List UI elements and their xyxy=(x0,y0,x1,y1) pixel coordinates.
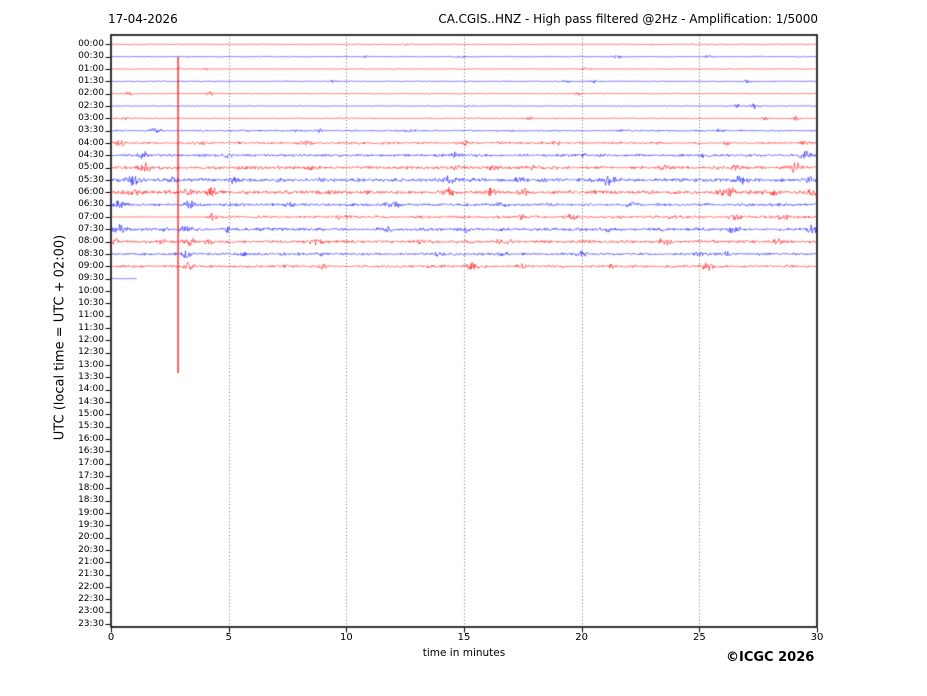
y-tick-label: 09:30 xyxy=(78,273,104,284)
y-tick-label: 05:30 xyxy=(78,174,104,185)
y-tick-label: 17:30 xyxy=(78,470,104,481)
y-tick-label: 02:00 xyxy=(78,88,104,99)
x-axis-label: time in minutes xyxy=(422,647,506,659)
x-tick-label: 10 xyxy=(339,632,353,643)
y-tick-label: 10:00 xyxy=(78,285,104,296)
y-tick-label: 22:00 xyxy=(78,581,104,592)
y-tick-label: 00:00 xyxy=(78,38,104,49)
y-tick-label: 08:00 xyxy=(78,236,104,247)
copyright: ©ICGC 2026 xyxy=(726,650,815,665)
x-tick-label: 15 xyxy=(457,632,471,643)
date-title: 17-04-2026 xyxy=(108,12,178,26)
y-tick-label: 15:00 xyxy=(78,408,104,419)
y-tick-label: 21:00 xyxy=(78,556,104,567)
y-tick-label: 10:30 xyxy=(78,297,104,308)
y-tick-label: 06:00 xyxy=(78,186,104,197)
y-tick-label: 18:30 xyxy=(78,495,104,506)
x-tick-label: 30 xyxy=(810,632,824,643)
y-tick-label: 04:00 xyxy=(78,137,104,148)
y-tick-label: 21:30 xyxy=(78,569,104,580)
y-tick-label: 19:30 xyxy=(78,519,104,530)
y-tick-label: 06:30 xyxy=(78,199,104,210)
x-tick-label: 5 xyxy=(225,632,232,643)
y-tick-label: 14:30 xyxy=(78,396,104,407)
y-tick-label: 22:30 xyxy=(78,593,104,604)
y-tick-label: 12:30 xyxy=(78,347,104,358)
y-tick-label: 13:00 xyxy=(78,359,104,370)
y-tick-label: 11:30 xyxy=(78,322,104,333)
y-tick-label: 16:30 xyxy=(78,445,104,456)
y-tick-label: 23:30 xyxy=(78,618,104,629)
y-tick-label: 08:30 xyxy=(78,248,104,259)
y-tick-label: 01:00 xyxy=(78,63,104,74)
y-tick-label: 09:00 xyxy=(78,260,104,271)
x-tick-label: 0 xyxy=(107,632,115,643)
y-tick-label: 23:00 xyxy=(78,606,104,617)
y-tick-label: 17:00 xyxy=(78,458,104,469)
y-tick-label: 19:00 xyxy=(78,507,104,518)
y-tick-label: 16:00 xyxy=(78,433,104,444)
y-tick-label: 02:30 xyxy=(78,100,104,111)
y-tick-label: 01:30 xyxy=(78,75,104,86)
y-tick-label: 03:30 xyxy=(78,125,104,136)
y-tick-label: 00:30 xyxy=(78,51,104,62)
y-tick-label: 03:00 xyxy=(78,112,104,123)
y-tick-label: 20:30 xyxy=(78,544,104,555)
y-tick-label: 20:00 xyxy=(78,532,104,543)
x-tick-label: 20 xyxy=(575,632,589,643)
y-tick-label: 05:00 xyxy=(78,162,104,173)
y-tick-label: 18:00 xyxy=(78,482,104,493)
y-tick-label: 13:30 xyxy=(78,371,104,382)
y-tick-label: 15:30 xyxy=(78,421,104,432)
x-tick-label: 25 xyxy=(692,632,706,643)
chart-title: CA.CGIS..HNZ - High pass filtered @2Hz -… xyxy=(438,12,818,26)
y-axis-label: UTC (local time = UTC + 02:00) xyxy=(52,234,68,441)
y-tick-label: 04:30 xyxy=(78,149,104,160)
y-tick-label: 12:00 xyxy=(78,334,104,345)
y-tick-label: 11:00 xyxy=(78,310,104,321)
y-tick-label: 14:00 xyxy=(78,384,104,395)
y-tick-label: 07:00 xyxy=(78,211,104,222)
y-tick-label: 07:30 xyxy=(78,223,104,234)
